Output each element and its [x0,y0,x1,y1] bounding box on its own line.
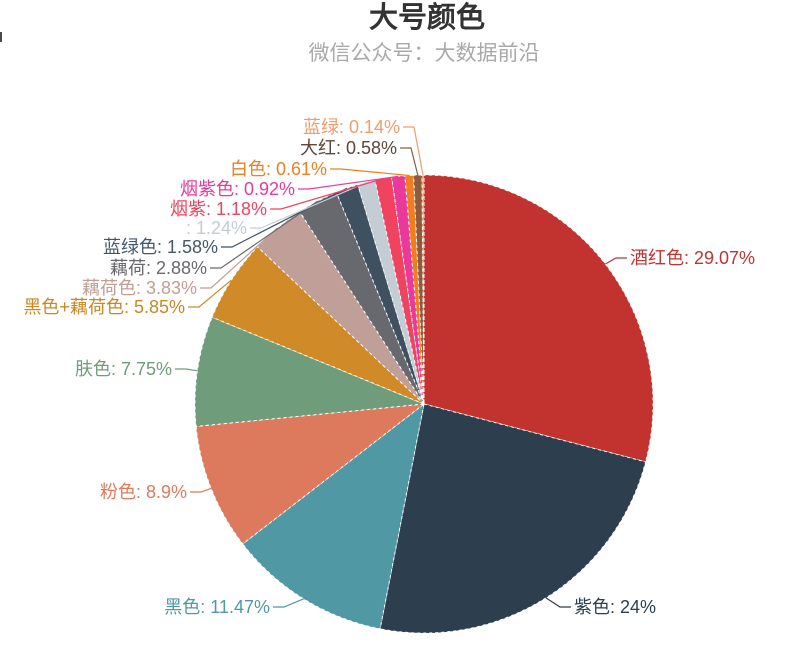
leader-line-肤色 [175,368,198,372]
pie-slice-肤色[interactable] [194,316,425,427]
leader-line-unnamed [250,181,367,229]
pie-slice-黑色[interactable] [242,403,425,630]
slice-label-unnamed[interactable]: : 1.24% [185,218,247,238]
leader-line-黑色 [273,598,304,608]
pie-slice-烟紫[interactable] [374,176,425,405]
slice-label-黑色+藕荷色[interactable]: 黑色+藕荷色: 5.85% [23,297,185,317]
leader-line-蓝绿 [403,126,424,176]
slice-label-藕荷[interactable]: 藕荷: 2.88% [109,258,207,278]
slice-label-白色[interactable]: 白色: 0.61% [229,159,327,179]
chart-subtitle: 微信公众号：大数据前沿 [308,42,540,65]
leader-line-大红 [400,147,419,176]
clipped-edge-artifact [0,32,2,42]
leader-line-粉色 [190,487,212,493]
slice-label-黑色[interactable]: 黑色: 11.47% [164,597,270,617]
pie-slice-紫色[interactable] [379,403,647,634]
slice-label-紫色[interactable]: 紫色: 24% [574,597,657,617]
pie-slice-粉色[interactable] [195,403,425,545]
slice-label-藕荷色[interactable]: 藕荷色: 3.83% [81,278,197,298]
slice-label-蓝绿[interactable]: 蓝绿: 0.14% [302,117,400,137]
chart-title: 大号颜色 [368,2,486,34]
slice-label-烟紫色[interactable]: 烟紫色: 0.92% [179,179,295,199]
pie-slice-白色[interactable] [404,174,425,405]
pie-slice-大红[interactable] [413,174,425,405]
slice-label-粉色[interactable]: 粉色: 8.9% [99,482,187,502]
leader-line-白色 [330,168,410,177]
leader-line-酒红色 [605,257,627,265]
slice-label-蓝绿色[interactable]: 蓝绿色: 1.58% [102,237,218,257]
leader-line-烟紫 [270,178,384,210]
slice-label-肤色[interactable]: 肤色: 7.75% [74,359,172,379]
pie-slice-酒红色[interactable] [423,174,654,463]
slice-label-大红[interactable]: 大红: 0.58% [299,138,397,158]
leader-line-烟紫色 [298,175,399,190]
leader-line-藕荷 [210,200,318,269]
slice-label-酒红色[interactable]: 酒红色: 29.07% [630,248,756,268]
label-leader-lines [175,126,627,608]
leader-line-藕荷色 [200,227,278,289]
pie-slices [194,174,654,634]
slice-label-烟紫[interactable]: 烟紫: 1.18% [169,199,267,219]
leader-line-黑色+藕荷色 [188,279,232,308]
leader-line-紫色 [545,597,571,608]
